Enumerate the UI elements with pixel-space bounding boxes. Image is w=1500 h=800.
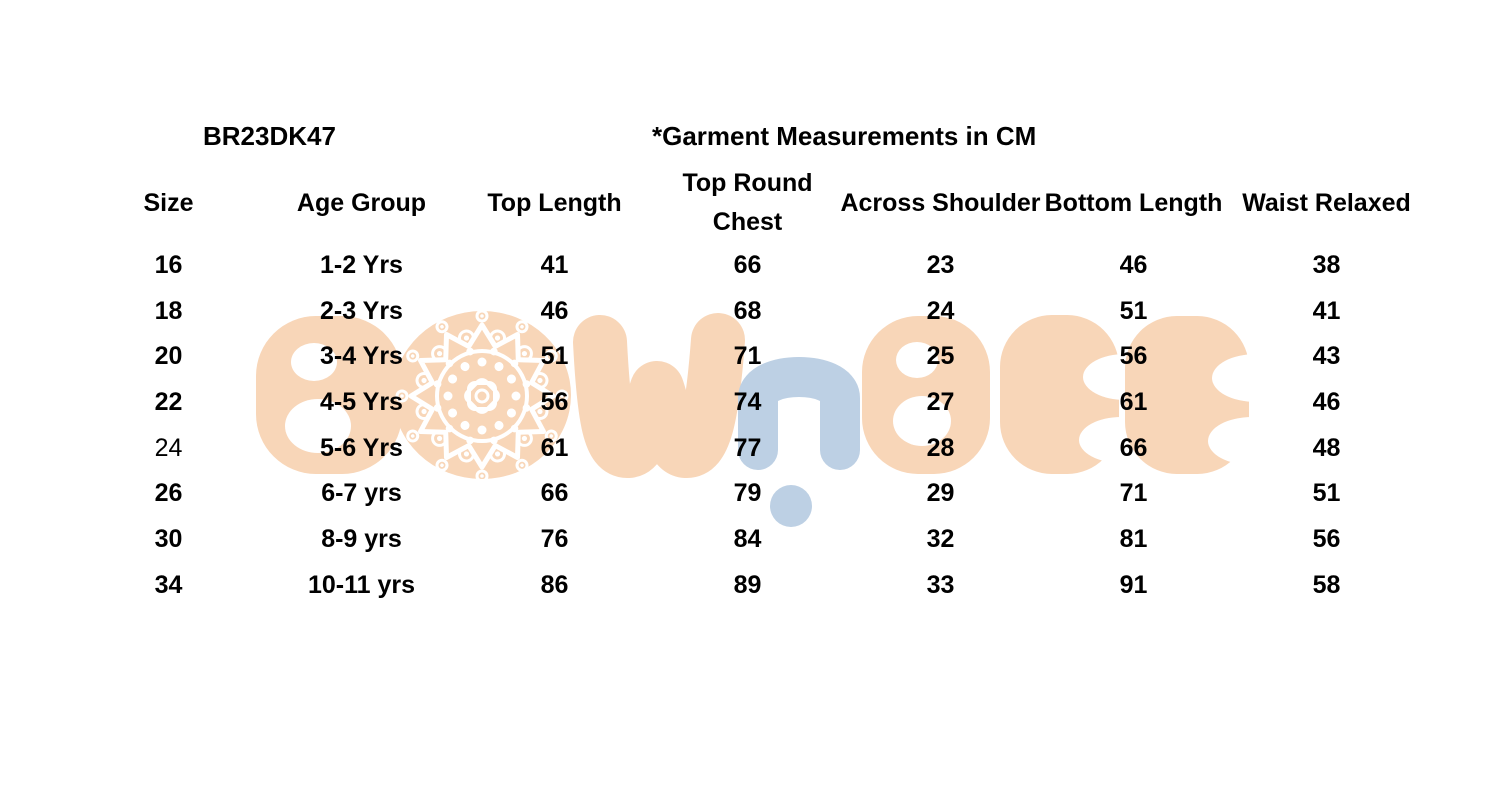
- table-cell: 46: [540, 296, 569, 325]
- size-chart-table: Size Age Group Top Length Top Round Chest Ac…: [72, 163, 1423, 609]
- table-cell: 18: [154, 296, 183, 325]
- table-cell: 81: [1119, 525, 1148, 554]
- column-header: Bottom Length: [1044, 188, 1223, 217]
- table-cell: 68: [733, 296, 762, 325]
- product-code: BR23DK47: [203, 121, 336, 151]
- table-cell: 56: [1312, 525, 1341, 554]
- table-cell: 61: [1119, 388, 1148, 417]
- table-cell: 86: [540, 570, 569, 599]
- table-cell: 76: [540, 525, 569, 554]
- mandala-icon: [395, 309, 569, 483]
- column-header: Across Shoulder: [840, 188, 1041, 217]
- logo-letter-w: [573, 313, 745, 478]
- table-cell: 30: [154, 525, 183, 554]
- table-cell: 66: [1119, 433, 1148, 462]
- table-cell: 84: [733, 525, 762, 554]
- table-cell: 43: [1312, 342, 1341, 371]
- table-cell: 48: [1312, 433, 1341, 462]
- table-cell: 26: [154, 479, 183, 508]
- column-header: Top Length: [487, 188, 622, 217]
- table-cell: 28: [926, 433, 955, 462]
- table-cell: 51: [1119, 296, 1148, 325]
- table-cell: 5-6 Yrs: [320, 433, 403, 462]
- table-cell: 46: [1312, 388, 1341, 417]
- logo-letter-b2: [862, 316, 990, 474]
- table-cell: 3-4 Yrs: [320, 342, 403, 371]
- table-cell: 16: [154, 251, 183, 279]
- logo-letter-o: [393, 309, 571, 483]
- bownbee-watermark-logo: [256, 309, 1270, 527]
- logo-letter-e2: [1125, 316, 1270, 474]
- table-cell: 10-11 yrs: [307, 570, 416, 599]
- table-cell: 23: [926, 251, 955, 279]
- table-cell: 8-9 yrs: [321, 525, 402, 554]
- table-cell: 61: [540, 433, 569, 462]
- table-cell: 66: [540, 479, 569, 508]
- table-cell: 91: [1119, 570, 1148, 599]
- table-cell: 27: [926, 388, 955, 417]
- table-cell: 51: [540, 342, 569, 371]
- table-cell: 4-5 Yrs: [320, 388, 403, 417]
- table-cell: 33: [926, 570, 955, 599]
- table-cell: 41: [540, 251, 569, 279]
- column-header: Age Group: [296, 188, 427, 217]
- table-cell: 46: [1119, 251, 1148, 279]
- table-cell: 2-3 Yrs: [320, 296, 403, 325]
- table-cell: 66: [733, 251, 762, 279]
- table-cell: 6-7 yrs: [321, 479, 402, 508]
- table-cell: 71: [1119, 479, 1148, 508]
- table-cell: 20: [154, 342, 183, 371]
- table-cell: 77: [733, 433, 762, 462]
- column-header: Size: [143, 188, 194, 217]
- column-header: Top Round Chest: [682, 169, 813, 236]
- table-cell: 22: [154, 388, 183, 417]
- table-cell: 56: [1119, 342, 1148, 371]
- table-cell: 38: [1312, 251, 1341, 279]
- logo-letter-b1: [256, 316, 402, 474]
- table-cell: 34: [154, 570, 183, 599]
- measurements-note: *Garment Measurements in CM: [652, 121, 1037, 151]
- table-cell: 29: [926, 479, 955, 508]
- table-cell: 58: [1312, 570, 1341, 599]
- table-cell: 56: [540, 388, 569, 417]
- table-cell: 24: [926, 296, 955, 325]
- table-cell: 79: [733, 479, 762, 508]
- table-cell: 74: [733, 388, 762, 417]
- table-cell: 51: [1312, 479, 1341, 508]
- logo-letter-n: [738, 357, 860, 527]
- table-cell: 24: [154, 433, 183, 462]
- table-cell: 32: [926, 525, 955, 554]
- table-cell: 71: [733, 342, 762, 371]
- table-cell: 41: [1312, 296, 1341, 325]
- table-cell: 1-2 Yrs: [320, 251, 403, 279]
- table-cell: 25: [926, 342, 955, 371]
- column-header: Waist Relaxed: [1242, 188, 1411, 217]
- table-cell: 89: [733, 570, 762, 599]
